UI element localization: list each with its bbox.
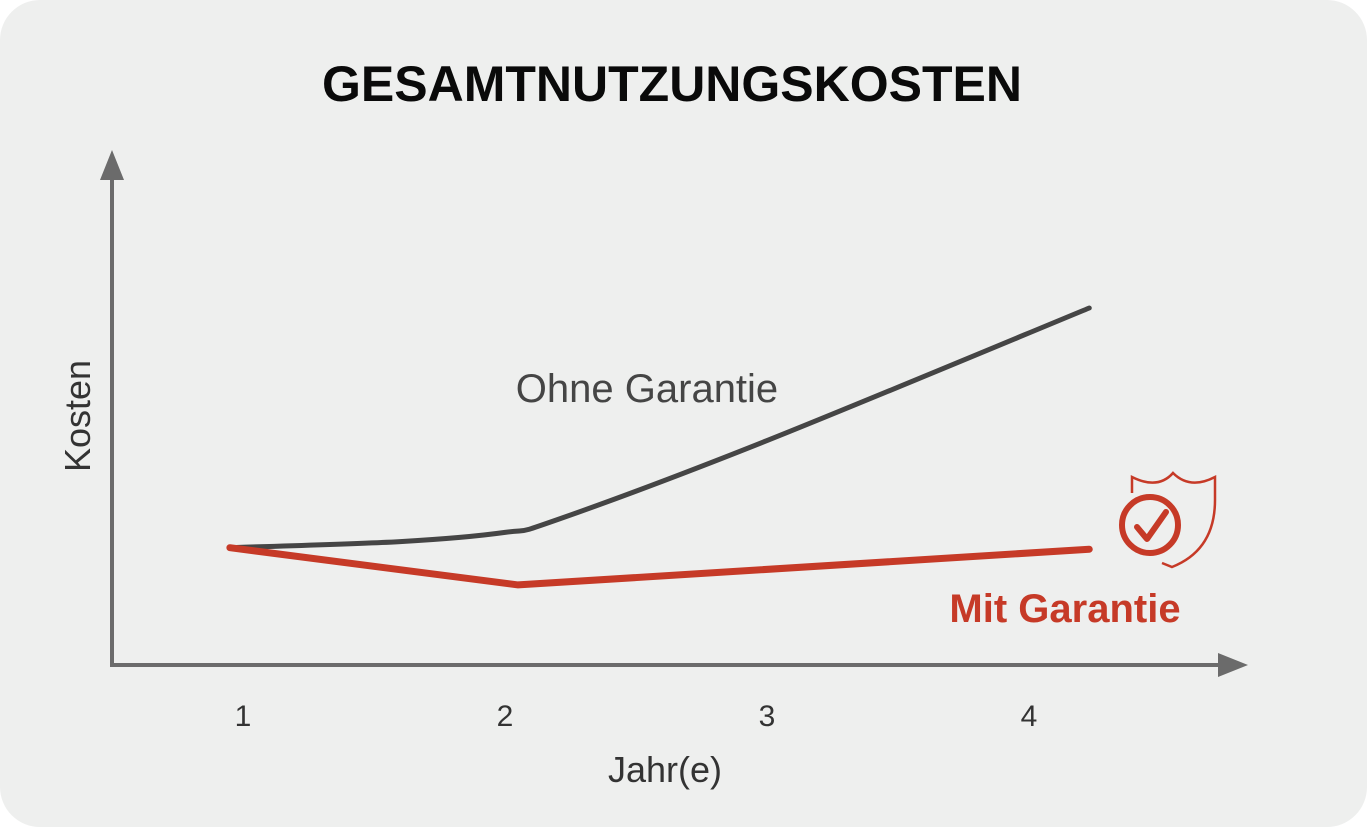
series-line-ohne-garantie: [227, 305, 1092, 551]
x-tick-label: 4: [1021, 700, 1038, 733]
x-axis-arrow: [1218, 653, 1248, 677]
y-axis-arrow: [100, 150, 124, 180]
series-label-ohne-garantie: Ohne Garantie: [516, 367, 778, 411]
x-tick-label: 2: [497, 700, 514, 733]
chart-title: GESAMTNUTZUNGSKOSTEN: [322, 56, 1022, 112]
y-axis-label: Kosten: [57, 360, 98, 472]
series-label-mit-garantie: Mit Garantie: [949, 587, 1180, 631]
x-axis: [110, 653, 1248, 677]
y-axis: [100, 150, 124, 666]
shield-check-icon: [1119, 471, 1217, 569]
x-tick-label: 3: [759, 700, 776, 733]
x-tick-labels: 1 2 3 4: [235, 700, 1038, 733]
x-tick-label: 1: [235, 700, 252, 733]
series-line-mit-garantie: [226, 544, 1093, 589]
x-axis-label: Jahr(e): [608, 749, 722, 790]
